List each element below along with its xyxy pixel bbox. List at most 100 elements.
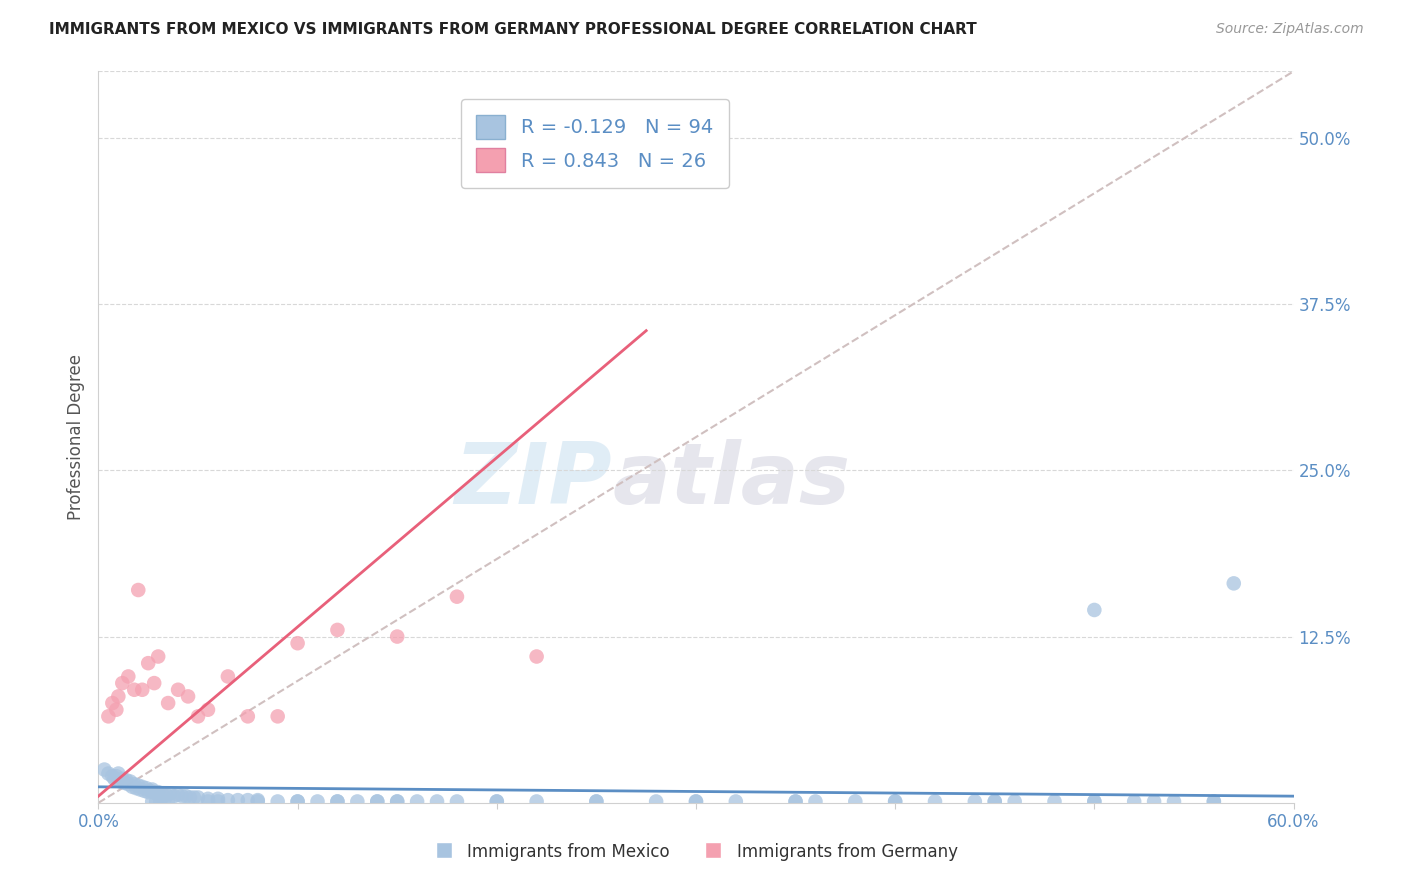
Point xyxy=(267,795,290,809)
Point xyxy=(1223,576,1246,591)
Point xyxy=(131,682,153,697)
Point xyxy=(97,709,120,723)
Point xyxy=(97,766,120,780)
Point xyxy=(174,789,197,804)
Text: Source: ZipAtlas.com: Source: ZipAtlas.com xyxy=(1216,22,1364,37)
Point xyxy=(143,785,166,799)
Point xyxy=(385,795,409,809)
Point xyxy=(167,788,190,802)
Point xyxy=(287,636,309,650)
Point xyxy=(163,789,186,804)
Point xyxy=(785,795,807,809)
Point xyxy=(346,795,368,809)
Point xyxy=(217,793,239,807)
Point xyxy=(136,656,159,670)
Point xyxy=(105,769,128,783)
Point xyxy=(148,649,170,664)
Point xyxy=(585,795,607,809)
Point xyxy=(167,682,190,697)
Point xyxy=(385,630,409,644)
Point xyxy=(148,785,170,799)
Point xyxy=(724,795,747,809)
Point xyxy=(134,784,156,798)
Point xyxy=(197,703,219,717)
Point xyxy=(172,789,194,804)
Point xyxy=(326,795,349,809)
Point xyxy=(1123,795,1146,809)
Point xyxy=(406,795,429,809)
Point xyxy=(236,793,259,807)
Point xyxy=(183,790,205,805)
Point xyxy=(1083,603,1105,617)
Point xyxy=(1143,795,1166,809)
Point xyxy=(127,779,149,793)
Point xyxy=(124,777,146,791)
Point xyxy=(93,763,115,777)
Point xyxy=(1202,795,1225,809)
Legend: Immigrants from Mexico, Immigrants from Germany: Immigrants from Mexico, Immigrants from … xyxy=(427,836,965,868)
Point xyxy=(785,795,807,809)
Point xyxy=(105,703,128,717)
Point xyxy=(226,793,249,807)
Point xyxy=(217,669,239,683)
Point xyxy=(685,795,707,809)
Point xyxy=(446,795,468,809)
Point xyxy=(101,696,124,710)
Point xyxy=(287,795,309,809)
Point xyxy=(131,780,153,794)
Point xyxy=(107,766,129,780)
Point xyxy=(287,795,309,809)
Point xyxy=(585,795,607,809)
Point xyxy=(159,787,181,801)
Point xyxy=(153,795,176,809)
Point xyxy=(963,795,986,809)
Point xyxy=(207,792,229,806)
Point xyxy=(107,690,129,704)
Point xyxy=(139,784,162,798)
Point xyxy=(645,795,668,809)
Point xyxy=(187,790,209,805)
Point xyxy=(1202,795,1225,809)
Point xyxy=(426,795,449,809)
Point xyxy=(526,795,548,809)
Point xyxy=(246,793,269,807)
Point xyxy=(111,676,134,690)
Point xyxy=(207,795,229,809)
Point xyxy=(197,792,219,806)
Point xyxy=(844,795,866,809)
Point xyxy=(110,774,132,789)
Point xyxy=(177,690,200,704)
Point xyxy=(125,781,148,796)
Point xyxy=(485,795,508,809)
Text: atlas: atlas xyxy=(613,440,851,523)
Point xyxy=(1043,795,1066,809)
Point xyxy=(141,795,163,809)
Point xyxy=(155,788,177,802)
Y-axis label: Professional Degree: Professional Degree xyxy=(66,354,84,520)
Point xyxy=(246,795,269,809)
Point xyxy=(526,649,548,664)
Point xyxy=(112,776,135,790)
Point xyxy=(157,795,180,809)
Point xyxy=(157,696,180,710)
Point xyxy=(121,780,143,794)
Point xyxy=(149,795,172,809)
Point xyxy=(366,795,388,809)
Point xyxy=(1083,795,1105,809)
Point xyxy=(366,795,388,809)
Point xyxy=(446,590,468,604)
Point xyxy=(197,795,219,809)
Point xyxy=(111,772,134,786)
Point xyxy=(145,787,167,801)
Point xyxy=(136,785,159,799)
Point xyxy=(117,669,139,683)
Point xyxy=(127,582,149,597)
Point xyxy=(117,777,139,791)
Point xyxy=(150,787,173,801)
Point xyxy=(179,790,201,805)
Point xyxy=(135,781,157,796)
Point xyxy=(1163,795,1185,809)
Point xyxy=(385,795,409,809)
Point xyxy=(120,774,142,789)
Point xyxy=(685,795,707,809)
